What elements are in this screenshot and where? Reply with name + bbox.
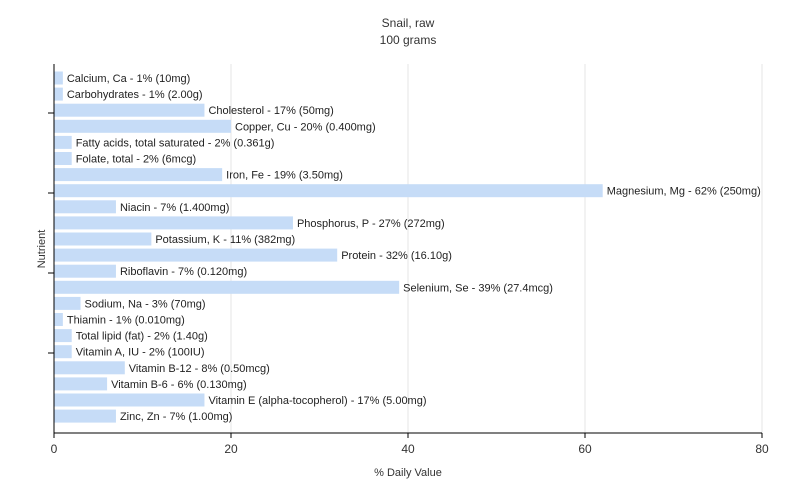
chart-title: Snail, raw — [382, 16, 435, 30]
bar-label: Carbohydrates - 1% (2.00g) — [67, 89, 203, 101]
bar — [54, 409, 116, 423]
x-tick-label: 0 — [51, 442, 58, 456]
bar — [54, 152, 72, 165]
bar — [54, 361, 125, 375]
bar-label: Niacin - 7% (1.400mg) — [120, 202, 229, 214]
bar-label: Selenium, Se - 39% (27.4mcg) — [403, 282, 553, 294]
bar-labels: Calcium, Ca - 1% (10mg) Carbohydrates - 1… — [67, 73, 761, 423]
bar-label: Fatty acids, total saturated - 2% (0.361… — [76, 137, 275, 149]
bar-label: Riboflavin - 7% (0.120mg) — [120, 266, 247, 278]
bar-label: Total lipid (fat) - 2% (1.40g) — [76, 331, 208, 343]
bars — [54, 71, 603, 423]
bar — [54, 103, 205, 117]
bar-label: Sodium, Na - 3% (70mg) — [85, 298, 206, 310]
bar-label: Folate, total - 2% (6mcg) — [76, 154, 196, 166]
bar-label: Vitamin B-12 - 8% (0.50mcg) — [129, 363, 270, 375]
bar — [54, 168, 223, 182]
x-tick-label: 80 — [755, 442, 769, 456]
bar — [54, 248, 338, 262]
x-tick-label: 40 — [401, 442, 415, 456]
x-tick-label: 20 — [224, 442, 238, 456]
bar — [54, 87, 63, 101]
bar — [54, 313, 63, 326]
bar — [54, 345, 72, 359]
bar — [54, 264, 116, 278]
bar — [54, 280, 400, 294]
grid-lines — [230, 64, 763, 433]
bar-label: Vitamin E (alpha-tocopherol) - 17% (5.00… — [208, 395, 426, 407]
bar — [54, 71, 63, 85]
bar-label: Magnesium, Mg - 62% (250mg) — [607, 186, 761, 198]
axes: 0 20 40 60 80 — [48, 64, 769, 456]
bar — [54, 232, 152, 246]
bar-label: Zinc, Zn - 7% (1.00mg) — [120, 411, 232, 423]
bar-label: Phosphorus, P - 27% (272mg) — [297, 218, 445, 230]
bar — [54, 296, 81, 310]
bar-label: Copper, Cu - 20% (0.400mg) — [235, 121, 376, 133]
bar — [54, 200, 116, 214]
bar — [54, 393, 205, 407]
bar-label: Vitamin A, IU - 2% (100IU) — [76, 347, 205, 359]
bar — [54, 184, 603, 198]
bar-label: Iron, Fe - 19% (3.50mg) — [226, 170, 343, 182]
chart-subtitle: 100 grams — [380, 33, 437, 47]
bar — [54, 329, 72, 343]
bar-label: Thiamin - 1% (0.010mg) — [67, 315, 185, 327]
bar-label: Potassium, K - 11% (382mg) — [155, 234, 295, 246]
bar-label: Cholesterol - 17% (50mg) — [208, 105, 333, 117]
y-axis-label: Nutrient — [36, 230, 48, 269]
bar — [54, 135, 72, 149]
x-axis-label: % Daily Value — [374, 467, 442, 479]
bar-label: Vitamin B-6 - 6% (0.130mg) — [111, 379, 247, 391]
bar — [54, 119, 231, 133]
bar — [54, 216, 293, 230]
x-tick-label: 60 — [578, 442, 592, 456]
bar-label: Calcium, Ca - 1% (10mg) — [67, 73, 190, 85]
bar — [54, 377, 108, 391]
bar-label: Protein - 32% (16.10g) — [341, 250, 452, 262]
